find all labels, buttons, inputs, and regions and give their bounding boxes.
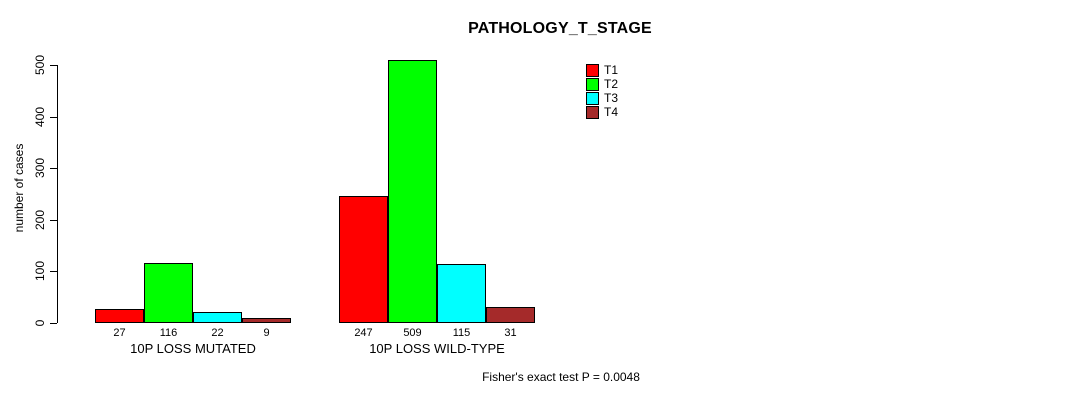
legend: T1 T2 T3 T4 <box>586 63 618 119</box>
y-axis-label: number of cases <box>12 143 26 233</box>
legend-item-t4: T4 <box>586 105 618 119</box>
bar-value-t3-group1: 115 <box>452 327 471 339</box>
y-tick-label-0: 0 <box>33 319 47 327</box>
bar-value-t3-group0: 22 <box>211 327 224 339</box>
bar-t3-group0 <box>193 312 242 323</box>
group-label-0: 10P LOSS MUTATED <box>130 341 256 356</box>
y-tick-label-400: 400 <box>33 106 47 128</box>
bar-value-t1-group0: 27 <box>113 327 126 339</box>
bar-t2-group1 <box>388 60 437 323</box>
bar-value-t2-group1: 509 <box>403 327 422 339</box>
legend-swatch-t2 <box>586 77 599 91</box>
bar-t3-group1 <box>437 264 486 323</box>
bar-value-t2-group0: 116 <box>159 327 178 339</box>
y-tick-100 <box>50 271 57 272</box>
y-tick-200 <box>50 220 57 221</box>
legend-label-t2: T2 <box>604 76 619 91</box>
y-tick-label-500: 500 <box>33 54 47 76</box>
y-axis-line <box>57 65 58 323</box>
y-tick-400 <box>50 117 57 118</box>
y-tick-500 <box>50 65 57 66</box>
bar-t1-group1 <box>339 196 388 323</box>
y-tick-label-200: 200 <box>33 209 47 231</box>
group-label-1: 10P LOSS WILD-TYPE <box>369 341 505 356</box>
legend-swatch-t4 <box>586 105 599 119</box>
legend-item-t2: T2 <box>586 77 618 91</box>
bar-value-t4-group0: 9 <box>263 327 270 339</box>
chart-title: PATHOLOGY_T_STAGE <box>468 20 652 37</box>
legend-label-t3: T3 <box>604 90 619 105</box>
y-tick-0 <box>50 323 57 324</box>
bar-t2-group0 <box>144 263 193 323</box>
legend-swatch-t3 <box>586 91 599 105</box>
legend-swatch-t1 <box>586 63 599 77</box>
bar-value-t4-group1: 31 <box>504 327 517 339</box>
legend-item-t3: T3 <box>586 91 618 105</box>
fisher-test-annotation: Fisher's exact test P = 0.0048 <box>482 370 640 384</box>
bar-t4-group0 <box>242 318 291 323</box>
legend-label-t1: T1 <box>604 62 619 77</box>
y-tick-label-300: 300 <box>33 157 47 179</box>
legend-item-t1: T1 <box>586 63 618 77</box>
legend-label-t4: T4 <box>604 104 619 119</box>
y-tick-300 <box>50 168 57 169</box>
y-tick-label-100: 100 <box>33 260 47 282</box>
bar-t1-group0 <box>95 309 144 323</box>
bar-value-t1-group1: 247 <box>354 327 373 339</box>
bar-t4-group1 <box>486 307 535 323</box>
